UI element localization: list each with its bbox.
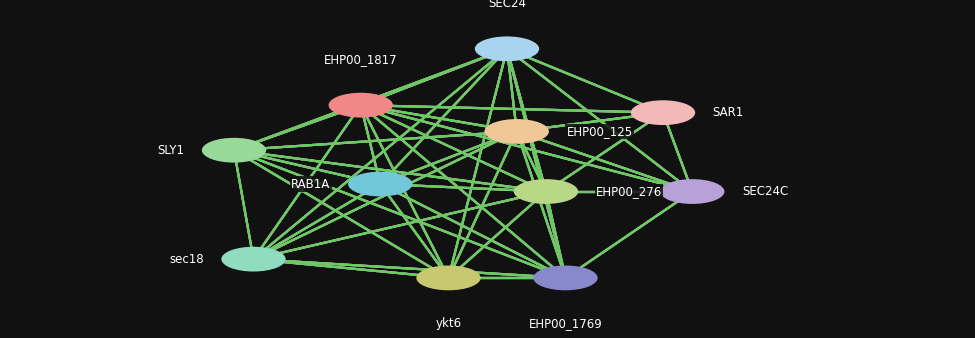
Circle shape xyxy=(202,138,266,163)
Text: RAB1A: RAB1A xyxy=(292,177,331,191)
Circle shape xyxy=(416,266,481,290)
Circle shape xyxy=(631,100,695,125)
Text: SEC24: SEC24 xyxy=(488,0,526,10)
Text: sec18: sec18 xyxy=(169,252,204,266)
Circle shape xyxy=(660,179,724,204)
Text: EHP00_125: EHP00_125 xyxy=(566,125,633,138)
Text: EHP00_1769: EHP00_1769 xyxy=(528,317,603,330)
Circle shape xyxy=(475,37,539,61)
Circle shape xyxy=(221,247,286,271)
Text: SEC24C: SEC24C xyxy=(742,185,788,198)
Circle shape xyxy=(348,172,412,196)
Circle shape xyxy=(514,179,578,204)
Text: SAR1: SAR1 xyxy=(713,106,744,119)
Circle shape xyxy=(485,119,549,144)
Circle shape xyxy=(329,93,393,118)
Circle shape xyxy=(533,266,598,290)
Text: ykt6: ykt6 xyxy=(436,317,461,330)
Text: SLY1: SLY1 xyxy=(157,144,184,157)
Text: EHP00_276: EHP00_276 xyxy=(596,185,662,198)
Text: EHP00_1817: EHP00_1817 xyxy=(324,53,398,66)
